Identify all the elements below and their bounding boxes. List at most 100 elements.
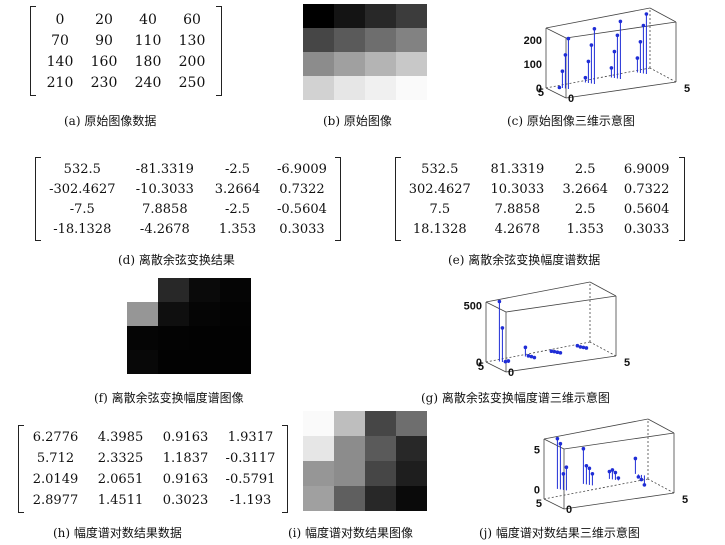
panel-h: 6.2776 4.3985 0.9163 1.9317 5.712 2.3325 1.183… [18, 425, 288, 513]
c-stem-point [589, 43, 594, 47]
caption-h: (h) 幅度谱对数结果数据 [53, 526, 182, 540]
caption-g: (g) 离散余弦变换幅度谱三维示意图 [421, 391, 610, 405]
matrix-e-cell: 18.1328 [412, 221, 467, 237]
matrix-d-cell: 1.353 [218, 221, 257, 237]
matrix-d-cell: -2.5 [225, 161, 251, 177]
matrix-h: 6.2776 4.3985 0.9163 1.9317 5.712 2.3325 1.183… [23, 427, 283, 511]
g-stem-point [584, 346, 589, 350]
image-f-pixel [189, 326, 220, 350]
c-box-edge [565, 21, 677, 39]
matrix-e-cell: 81.3319 [490, 161, 545, 177]
matrix-h-cell: 4.3985 [97, 430, 144, 445]
g-box-edge [485, 281, 591, 303]
matrix-a-cell: 60 [183, 11, 201, 28]
j-box-edge [563, 432, 675, 450]
j-z-tick: 5 [534, 444, 540, 456]
g-stem-point [503, 359, 508, 364]
c-box-edge [545, 67, 651, 89]
image-i-pixel [334, 411, 365, 436]
j-stem-point [555, 436, 560, 441]
matrix-e-cell: 2.5 [574, 161, 596, 177]
caption-e: (e) 离散余弦变换幅度谱数据 [448, 253, 601, 267]
matrix-h-cell: -1.193 [229, 493, 272, 508]
matrix-e-cell: 2.5 [574, 201, 596, 217]
g-box-edge [505, 295, 617, 313]
image-b-pixel [334, 76, 365, 100]
image-b-pixel [334, 4, 365, 28]
image-f-pixel [220, 278, 251, 302]
image-b-pixel [365, 76, 396, 100]
matrix-h-cell: 2.0149 [32, 472, 79, 487]
g-stem-point [529, 354, 534, 359]
g-z-tick: 500 [464, 301, 482, 313]
g-x-tick-right: 5 [624, 357, 630, 369]
image-i-pixel [334, 436, 365, 461]
matrix-d-cell: -6.9009 [277, 161, 327, 177]
panel-a: 0 20 40 60 70 90 110 130 140 160 180 200 210 230 240 25… [30, 6, 222, 96]
c-stem-point [638, 40, 643, 44]
j-stem-point [590, 472, 595, 476]
image-i-pixel [365, 411, 396, 436]
c-x-tick-left: 5 [538, 87, 544, 99]
matrix-a-cell: 70 [51, 32, 69, 49]
image-f-pixel [158, 326, 189, 350]
image-i-pixel [396, 486, 427, 511]
matrix-h-cell: 2.8977 [32, 493, 79, 508]
matrix-e-cell: 0.3033 [623, 221, 670, 237]
matrix-e-cell: 0.7322 [623, 181, 670, 197]
c-stem-point [560, 69, 565, 73]
j-stem-point [561, 472, 566, 476]
g-box-edge [589, 341, 617, 357]
c-stem-point [618, 19, 623, 24]
matrix-d-cell: -10.3033 [135, 181, 194, 197]
c-stem-point [586, 59, 591, 64]
g-box-edge [505, 355, 617, 373]
image-f-pixel [189, 350, 220, 374]
g-x-tick-left: 5 [478, 361, 484, 373]
matrix-e-cell: 1.353 [566, 221, 604, 237]
matrix-e-cell: 0.5604 [623, 201, 670, 217]
panel-e: 532.5 81.3319 2.5 6.9009 302.4627 10.3033 3.26… [395, 157, 685, 241]
image-b-pixel [303, 52, 334, 76]
image-i-pixel [396, 461, 427, 486]
matrix-e: 532.5 81.3319 2.5 6.9009 302.4627 10.3033 3.26… [401, 159, 679, 239]
g-stem-point [506, 359, 511, 363]
image-b-pixel [396, 28, 427, 52]
j-stem-point [587, 466, 592, 471]
g-stem-point [500, 326, 505, 330]
image-i-pixel [303, 436, 334, 461]
matrix-d-cell: -4.2678 [139, 221, 190, 237]
matrix-h-cell: 1.1837 [162, 451, 209, 466]
image-f-pixel [189, 278, 220, 302]
g-box-edge [485, 301, 507, 313]
matrix-a-cell: 230 [90, 74, 118, 91]
j-box-edge [647, 418, 675, 434]
image-f-pixel [220, 350, 251, 374]
j-x-tick-zero: 0 [566, 504, 572, 516]
matrix-a-cell: 110 [134, 32, 162, 49]
j-box-edge [543, 478, 649, 500]
matrix-a-cell: 250 [178, 74, 206, 91]
matrix-d-cell: 532.5 [63, 161, 101, 177]
image-b-pixel [365, 4, 396, 28]
matrix-d-cell: 3.2664 [214, 181, 261, 197]
matrix-a: 0 20 40 60 70 90 110 130 140 160 180 200 210 230 240 25… [38, 9, 214, 93]
c-box-edge [565, 81, 677, 99]
matrix-e-cell: 532.5 [421, 161, 459, 177]
g-box-edge [485, 341, 591, 363]
matrix-a-cell: 200 [178, 53, 206, 70]
matrix-d-cell: -81.3319 [135, 161, 194, 177]
j-x-tick-right: 5 [682, 494, 688, 506]
c-box-edge [649, 7, 677, 23]
image-i-pixel [334, 461, 365, 486]
image-f-pixel [127, 326, 158, 350]
matrix-d: 532.5 -81.3319 -2.5 -6.9009 -302.4627 -10.303… [41, 159, 335, 239]
matrix-a-cell: 90 [95, 32, 113, 49]
caption-j: (j) 幅度谱对数结果三维示意图 [479, 526, 640, 540]
matrix-h-cell: 0.9163 [162, 430, 209, 445]
plot-j: 5 0 5 0 5 [534, 418, 688, 516]
image-i-pixel [396, 411, 427, 436]
image-f-pixel [127, 302, 158, 326]
j-box-edge [543, 498, 565, 510]
matrix-d-cell: -7.5 [69, 201, 95, 217]
